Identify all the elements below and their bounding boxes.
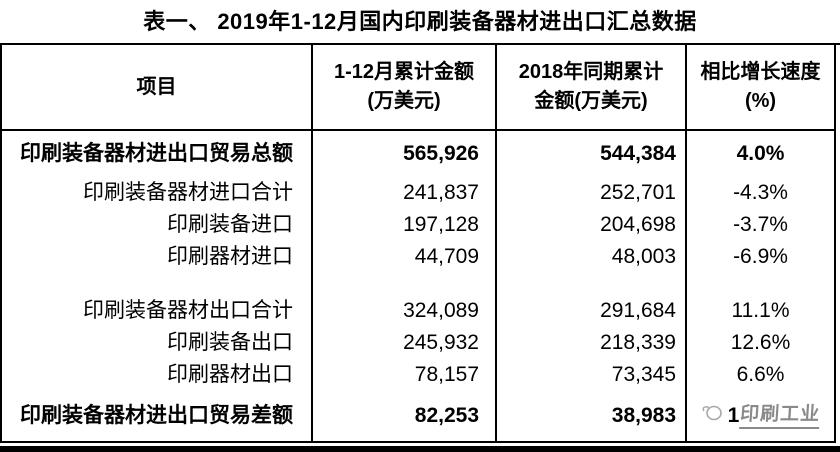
amount-2018-cell: 204,698	[497, 209, 687, 241]
table-header-row: 项目 1-12月累计金额 (万美元) 2018年同期累计 金额(万美元) 相比增…	[2, 45, 834, 131]
amount-2019-cell: 245,932	[313, 327, 497, 359]
table-title: 表一、 2019年1-12月国内印刷装备器材进出口汇总数据	[143, 9, 697, 34]
table-body: 印刷装备器材进出口贸易总额 565,926 544,384 4.0% 印刷装备器…	[2, 131, 834, 443]
growth-cell: -3.7%	[733, 213, 788, 236]
header-2018-line1: 2018年同期累计	[518, 61, 664, 83]
amount-2018-cell: 252,701	[497, 177, 687, 209]
table-bottom-border	[0, 446, 840, 452]
growth-cell: 6.6%	[736, 363, 785, 386]
amount-2019-cell: 241,837	[313, 177, 497, 209]
header-growth-line2: (%)	[744, 90, 777, 112]
item-cell: 印刷器材进口	[2, 241, 313, 273]
amount-2018-cell: 544,384	[497, 131, 687, 177]
growth-cell: 11.1%	[731, 299, 790, 322]
growth-cell: -4.3%	[733, 181, 788, 204]
amount-2018-cell: 48,003	[497, 241, 687, 273]
item-cell: 印刷装备器材进口合计	[2, 177, 313, 209]
amount-2018-cell: 73,345	[497, 359, 687, 391]
watermark-text: 印刷工业	[739, 403, 822, 429]
amount-2018-cell: 38,983	[497, 391, 687, 441]
amount-2019-cell: 44,709	[313, 241, 497, 273]
watermark-logo-icon	[701, 391, 725, 441]
header-item-label: 项目	[136, 75, 177, 98]
item-cell: 印刷装备器材出口合计	[2, 273, 313, 327]
title-separator-line	[0, 43, 840, 45]
item-cell: 印刷装备进口	[2, 209, 313, 241]
data-table: 项目 1-12月累计金额 (万美元) 2018年同期累计 金额(万美元) 相比增…	[0, 45, 836, 443]
header-2019-line2: (万美元)	[367, 90, 441, 112]
header-growth-line1: 相比增长速度	[700, 61, 821, 83]
amount-2019-cell: 324,089	[313, 273, 497, 327]
header-item-column: 项目	[2, 45, 313, 129]
amount-2019-cell: 565,926	[313, 131, 497, 177]
header-2018-line2: 金额(万美元)	[534, 90, 648, 112]
growth-cell: 4.0%	[736, 142, 785, 165]
growth-cell: 12.6%	[730, 331, 791, 354]
amount-2018-cell: 291,684	[497, 273, 687, 327]
amount-2018-cell: 218,339	[497, 327, 687, 359]
header-2019-line1: 1-12月累计金额	[333, 61, 475, 83]
growth-cell-watermarked: 1 印刷工业	[687, 391, 834, 441]
amount-2019-cell: 82,253	[313, 391, 497, 441]
item-cell: 印刷器材出口	[2, 359, 313, 391]
item-cell: 印刷装备出口	[2, 327, 313, 359]
growth-visible-digit: 1	[727, 404, 740, 427]
item-cell: 印刷装备器材进出口贸易差额	[2, 391, 313, 441]
bottom-border-gap	[0, 443, 840, 446]
growth-cell: -6.9%	[733, 245, 788, 268]
header-2019-column: 1-12月累计金额 (万美元)	[313, 45, 497, 129]
item-cell: 印刷装备器材进出口贸易总额	[2, 131, 313, 177]
amount-2019-cell: 78,157	[313, 359, 497, 391]
header-2018-column: 2018年同期累计 金额(万美元)	[497, 45, 687, 129]
header-growth-column: 相比增长速度 (%)	[687, 45, 834, 129]
amount-2019-cell: 197,128	[313, 209, 497, 241]
